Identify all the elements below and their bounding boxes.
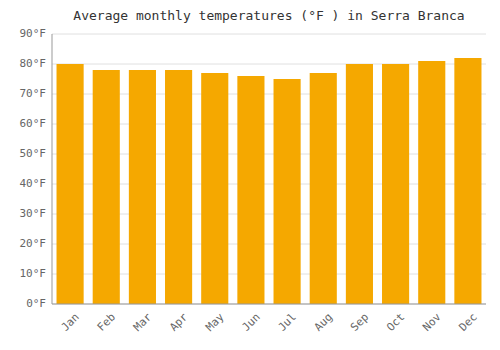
- y-axis: 0°F 10°F 20°F 30°F 40°F 50°F 60°F 70°F 80°F 90°F: [20, 27, 53, 310]
- bar: [310, 73, 337, 304]
- y-tick-label: 40°F: [20, 177, 47, 190]
- x-tick-label: Jan: [59, 311, 82, 334]
- x-tick-label: Aug: [312, 311, 335, 334]
- y-tick-label: 80°F: [20, 57, 47, 70]
- bars: [57, 58, 482, 304]
- y-tick-label: 90°F: [20, 27, 47, 40]
- grid: [52, 34, 486, 304]
- bar: [418, 61, 445, 304]
- bar: [382, 64, 409, 304]
- y-tick-label: 10°F: [20, 267, 47, 280]
- x-tick-label: May: [203, 310, 227, 334]
- y-tick-label: 20°F: [20, 237, 47, 250]
- x-tick-label: Jul: [276, 311, 299, 334]
- bar: [165, 70, 192, 304]
- bar: [129, 70, 156, 304]
- x-tick-label: Feb: [95, 311, 118, 334]
- bar: [237, 76, 264, 304]
- x-tick-label: Dec: [456, 311, 479, 334]
- x-tick-label: Mar: [131, 310, 155, 334]
- grid-line: [52, 304, 486, 305]
- x-tick-label: Jun: [239, 311, 262, 334]
- bar: [454, 58, 481, 304]
- x-tick-label: Sep: [348, 311, 371, 334]
- y-tick-label: 70°F: [20, 87, 47, 100]
- y-axis-line: [52, 34, 53, 304]
- title: Average monthly temperatures (°F ) in Se…: [73, 8, 464, 23]
- y-tick-label: 30°F: [20, 207, 47, 220]
- y-tick-label: 50°F: [20, 147, 47, 160]
- bar: [346, 64, 373, 304]
- grid-line: [52, 34, 486, 35]
- y-tick-label: 60°F: [20, 117, 47, 130]
- bar: [57, 64, 84, 304]
- bar: [201, 73, 228, 304]
- x-tick-label: Oct: [384, 311, 407, 334]
- x-axis-line: [52, 304, 486, 305]
- chart: Average monthly temperatures (°F ) in Se…: [0, 0, 500, 350]
- chart-container: Average monthly temperatures (°F ) in Se…: [0, 0, 500, 350]
- bar: [274, 79, 301, 304]
- x-tick-label: Apr: [167, 310, 191, 334]
- x-tick-label: Nov: [420, 310, 444, 334]
- bar: [93, 70, 120, 304]
- x-axis: Jan Feb Mar Apr May Jun Jul Aug Sep Oct Nov Dec: [52, 304, 486, 334]
- y-tick-label: 0°F: [26, 297, 46, 310]
